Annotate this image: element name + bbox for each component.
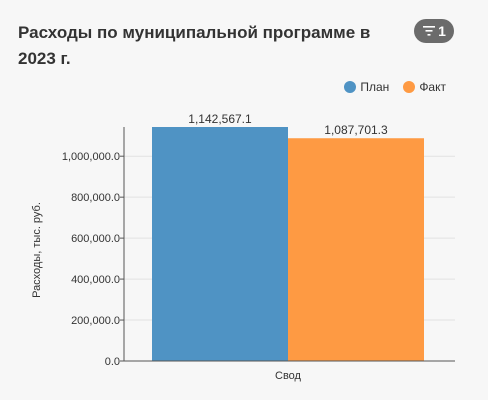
bar-fact[interactable] <box>288 138 424 361</box>
filter-icon <box>423 26 436 36</box>
y-tick-label: 600,000.0 <box>71 233 120 245</box>
filter-button[interactable]: 1 <box>414 19 454 43</box>
legend-dot-fact <box>403 81 416 93</box>
axes <box>120 127 455 362</box>
legend-item-fact[interactable]: Факт <box>403 80 446 94</box>
y-tick-label: 800,000.0 <box>71 192 120 204</box>
bars <box>152 127 424 361</box>
legend-dot-plan <box>344 81 357 93</box>
labels: 0.0 200,000.0 400,000.0 600,000.0 800,000.0 1… <box>31 112 388 382</box>
data-label-plan: 1,142,567.1 <box>188 112 252 126</box>
legend-label-fact: Факт <box>419 80 446 94</box>
data-label-fact: 1,087,701.3 <box>324 123 388 137</box>
y-tick-label: 1,000,000.0 <box>62 151 120 163</box>
chart-title: Расходы по муниципальной программе в 202… <box>18 23 371 68</box>
legend-item-plan[interactable]: План <box>344 80 389 94</box>
x-tick-label: Свод <box>275 370 302 382</box>
y-tick-label: 0.0 <box>105 356 120 368</box>
y-tick-label: 200,000.0 <box>71 315 120 327</box>
chart-legend: План Факт <box>344 80 446 94</box>
legend-label-plan: План <box>360 80 390 94</box>
filter-count: 1 <box>438 23 446 39</box>
y-tick-label: 400,000.0 <box>71 274 120 286</box>
bar-plan[interactable] <box>152 127 288 361</box>
y-axis-title: Расходы, тыс. руб. <box>31 202 43 298</box>
